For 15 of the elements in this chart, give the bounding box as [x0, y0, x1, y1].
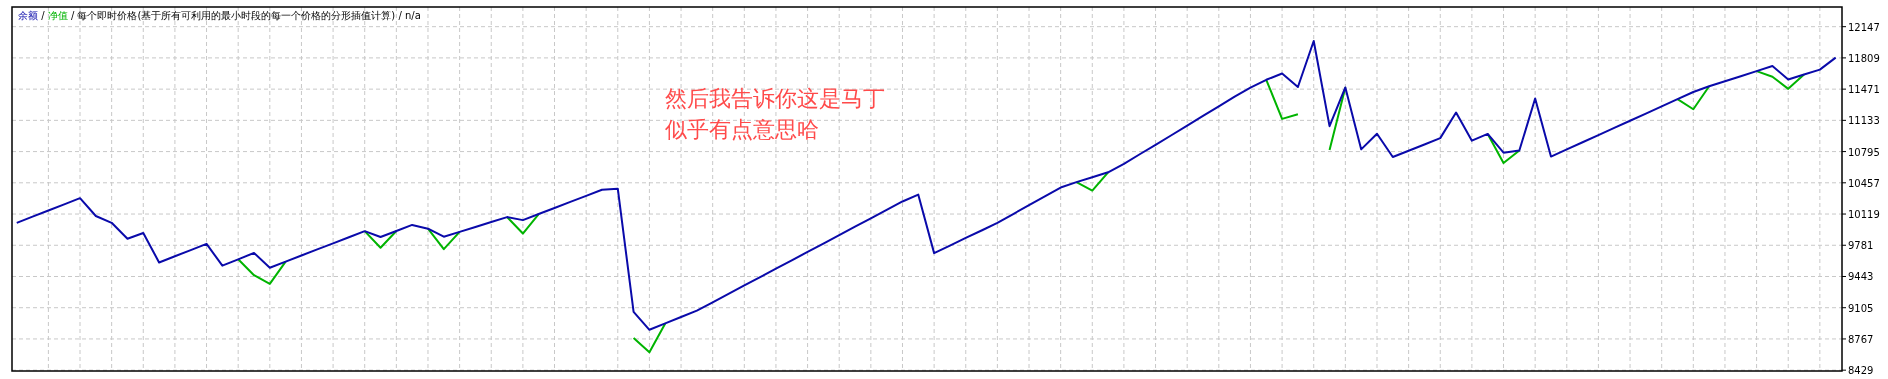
y-tick-label: 12147 [1848, 21, 1880, 33]
y-tick-label: 8429 [1848, 365, 1874, 377]
y-tick-label: 10795 [1848, 146, 1880, 158]
annotation: 然后我告诉你这是马丁 [665, 86, 885, 111]
y-tick-label: 11809 [1848, 52, 1880, 64]
annotation: 似乎有点意思哈 [665, 117, 819, 142]
y-tick-label: 9105 [1848, 302, 1874, 314]
y-tick-label: 9781 [1848, 240, 1874, 252]
y-tick-label: 10119 [1848, 209, 1880, 221]
y-tick-label: 11133 [1848, 115, 1880, 127]
y-tick-label: 9443 [1848, 271, 1874, 283]
chart-title: 余额 / 净值 / 每个即时价格(基于所有可利用的最小时段的每一个价格的分形插值计算) / n/a [18, 10, 421, 21]
y-tick-label: 10457 [1848, 177, 1880, 189]
y-tick-label: 8767 [1848, 333, 1874, 345]
y-tick-label: 11471 [1848, 84, 1880, 96]
